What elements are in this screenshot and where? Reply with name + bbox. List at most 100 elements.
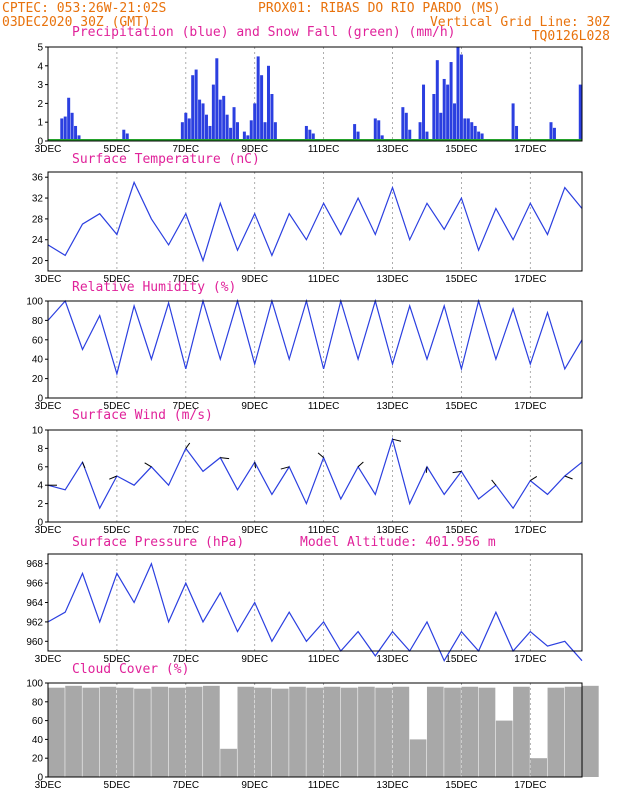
temp-line [47, 180, 583, 263]
x-tick-label: 3DEC [35, 401, 62, 412]
cloud-bar [254, 687, 272, 777]
precip-bar [466, 118, 470, 141]
x-tick-label: 11DEC [308, 525, 340, 536]
wind-arrow [564, 475, 573, 480]
panel-title-cloud: Cloud Cover (%) [72, 662, 189, 677]
precip-bar [435, 60, 439, 141]
precip-bar [353, 124, 357, 141]
y-tick-label: 32 [32, 194, 44, 205]
precip-bar [242, 131, 246, 141]
x-tick-label: 3DEC [35, 525, 62, 536]
panel-title-rh: Relative Humidity (%) [72, 280, 236, 295]
cloud-bar [495, 720, 513, 777]
precip-bar [511, 103, 515, 141]
precip-bar [222, 95, 226, 141]
y-tick-label: 1 [37, 118, 43, 129]
y-tick-label: 2 [37, 99, 43, 110]
wind-arrow [452, 470, 462, 474]
precip-bar [439, 112, 443, 141]
panel-wind: 3DEC 5DEC 7DEC 9DEC 11DEC 13DEC 15DEC 17DEC 0 2 4 6… [32, 408, 583, 536]
pres-line [47, 561, 583, 663]
precip-bar [356, 131, 360, 141]
precip-bar [229, 127, 233, 141]
x-tick-label: 13DEC [376, 274, 408, 285]
precip-bar [122, 129, 126, 141]
precip-bar [60, 118, 64, 141]
precip-bar [463, 118, 467, 141]
x-tick-label: 17DEC [514, 525, 546, 536]
x-tick-label: 17DEC [514, 780, 546, 791]
x-tick-label: 15DEC [445, 780, 477, 791]
y-tick-label: 10 [32, 426, 44, 437]
y-tick-label: 0 [37, 773, 43, 784]
x-tick-label: 3DEC [35, 144, 62, 155]
cloud-bar [271, 688, 289, 777]
y-tick-label: 80 [32, 697, 44, 708]
precip-bar [308, 129, 312, 141]
panel-title-precip: Precipitation (blue) and Snow Fall (gree… [72, 25, 456, 40]
cloud-bar [134, 688, 151, 777]
cloud-bar [358, 686, 375, 777]
wind-line [47, 437, 583, 510]
y-tick-label: 100 [26, 679, 43, 690]
cloud-bar [237, 686, 255, 777]
panel-cloud: 3DEC 5DEC 7DEC 9DEC 11DEC 13DEC 15DEC 17DEC 0 20 4… [26, 662, 599, 791]
precip-bar [266, 65, 270, 141]
cloud-bar [65, 685, 82, 777]
x-tick-label: 13DEC [376, 401, 408, 412]
y-tick-label: 4 [37, 61, 43, 72]
panel-subtitle-pres: Model Altitude: 401.956 m [300, 535, 496, 550]
precip-bar [446, 84, 450, 141]
x-tick-label: 9DEC [241, 780, 268, 791]
precip-bar [198, 99, 202, 141]
wind-arrow [81, 462, 86, 469]
header-date: 03DEC2020 30Z (GMT) [2, 15, 151, 30]
x-tick-label: 13DEC [376, 780, 408, 791]
precip-bar [311, 133, 315, 141]
panel-temp: 3DEC 5DEC 7DEC 9DEC 11DEC 13DEC 15DEC 17DEC 20 24… [32, 152, 583, 285]
rh-line [47, 298, 583, 377]
x-tick-label: 13DEC [376, 144, 408, 155]
panel-frame [47, 682, 583, 778]
cloud-bar [513, 686, 530, 777]
cloud-bar [185, 686, 203, 777]
precip-bar [425, 131, 429, 141]
wind-arrow [220, 457, 230, 460]
x-tick-label: 15DEC [445, 525, 477, 536]
panel-title-temp: Surface Temperature (nC) [72, 152, 260, 167]
precip-bar [67, 97, 71, 141]
precip-bar [70, 112, 74, 141]
cloud-bar [220, 748, 237, 777]
header-model: TQ0126L028 [532, 29, 610, 44]
wind-arrow [357, 461, 364, 468]
wind-arrow [425, 466, 428, 473]
x-tick-label: 13DEC [376, 654, 408, 665]
precip-bar [453, 103, 457, 141]
y-tick-label: 80 [32, 316, 44, 327]
precip-bar [422, 84, 426, 141]
wind-arrow [392, 438, 402, 442]
precip-bar [404, 112, 408, 141]
cloud-bar [289, 686, 306, 777]
x-tick-label: 7DEC [172, 401, 199, 412]
x-tick-label: 15DEC [445, 144, 477, 155]
precip-bar [477, 131, 481, 141]
precip-bar [201, 103, 205, 141]
x-tick-label: 11DEC [308, 144, 340, 155]
y-tick-label: 3 [37, 80, 43, 91]
precip-bar [204, 114, 208, 141]
precip-bar [449, 62, 453, 141]
y-tick-label: 36 [32, 173, 44, 184]
x-tick-label: 7DEC [172, 525, 199, 536]
precip-bar [187, 118, 191, 141]
precip-bar [246, 135, 250, 141]
precip-bar [408, 129, 412, 141]
x-tick-label: 17DEC [514, 144, 546, 155]
x-tick-label: 11DEC [308, 654, 340, 665]
x-tick-label: 17DEC [514, 654, 546, 665]
x-tick-label: 3DEC [35, 274, 62, 285]
x-tick-label: 17DEC [514, 401, 546, 412]
y-tick-label: 60 [32, 335, 44, 346]
precip-bar [473, 125, 477, 141]
